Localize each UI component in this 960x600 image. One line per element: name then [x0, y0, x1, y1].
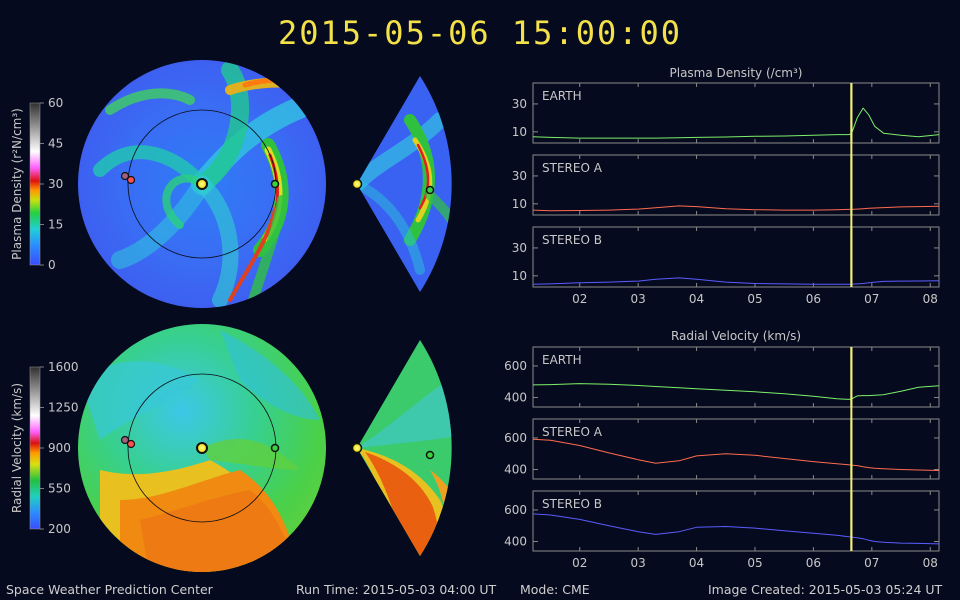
y-tick-label: 10: [512, 125, 527, 139]
panel-stereo-b: 400 600 STEREO B: [504, 490, 940, 552]
wedge-sun-marker: [351, 178, 363, 190]
chart-title: Radial Velocity (km/s): [671, 329, 801, 343]
earth-marker: [270, 179, 280, 189]
density-colorbar-tick-label: 15: [48, 218, 63, 232]
series-line-stereo-b: [532, 277, 940, 285]
x-tick-label: 07: [864, 556, 879, 570]
series-line-stereo-a: [532, 205, 940, 212]
x-tick-label: 02: [572, 292, 587, 306]
series-line-earth: [532, 383, 940, 400]
velocity-colorbar: Radial Velocity (km/s) 1600 1250 900 550 200: [10, 360, 79, 536]
density-colorbar-tick-label: 0: [48, 258, 56, 272]
panel-stereo-b: 10 30 STEREO B: [512, 226, 940, 288]
panel-frame: [532, 226, 940, 288]
y-tick-label: 400: [504, 463, 527, 477]
density-colorbar-label: Plasma Density (r²N/cm³): [10, 108, 24, 260]
y-tick-label: 10: [512, 197, 527, 211]
series-line-stereo-a: [532, 438, 940, 471]
velocity-colorbar-tick-label: 1600: [48, 360, 79, 374]
density-wedge-bg: [357, 76, 452, 292]
velocity-wedge: [351, 340, 452, 556]
series-line-earth: [532, 107, 940, 139]
y-tick-label: 10: [512, 269, 527, 283]
velocity-colorbar-tick-label: 900: [48, 441, 71, 455]
panel-frame: [532, 418, 940, 480]
panel-label: STEREO B: [542, 497, 602, 511]
timestamp-title: 2015-05-06 15:00:00: [277, 14, 683, 52]
panel-earth: 400 600 EARTH: [504, 346, 940, 408]
density-colorbar-tick-label: 45: [48, 137, 63, 151]
velocity-regions: [80, 330, 320, 572]
density-colorbar: Plasma Density (r²N/cm³) 60 45 30 15 0: [10, 96, 63, 272]
footer-mode: Mode: CME: [520, 582, 590, 597]
density-map: [78, 60, 326, 308]
density-colorbar-tick-label: 60: [48, 96, 63, 110]
x-tick-label: 04: [689, 292, 704, 306]
velocity-stereo-b-marker: [120, 435, 130, 445]
panel-label: STEREO B: [542, 233, 602, 247]
series-line-stereo-b: [532, 513, 940, 545]
y-tick-label: 600: [504, 503, 527, 517]
panel-label: EARTH: [542, 89, 582, 103]
density-wedge: [351, 76, 452, 292]
sun-marker: [196, 178, 208, 190]
time-series-charts: Plasma Density (/cm³) 10 30 EARTH 10 30 STEREO…: [504, 66, 940, 570]
y-tick-label: 30: [512, 241, 527, 255]
footer-organization: Space Weather Prediction Center: [6, 582, 213, 597]
panel-frame: [532, 154, 940, 216]
velocity-earth-marker: [270, 443, 280, 453]
velocity-stereo-a-marker: [126, 439, 136, 449]
velocity-map: [78, 324, 326, 572]
x-tick-label: 03: [631, 292, 646, 306]
x-tick-label: 04: [689, 556, 704, 570]
panel-label: STEREO A: [542, 161, 603, 175]
footer-run-time: Run Time: 2015-05-03 04:00 UT: [296, 582, 497, 597]
panel-stereo-a: 10 30 STEREO A: [512, 154, 940, 216]
y-tick-label: 600: [504, 359, 527, 373]
y-tick-label: 400: [504, 535, 527, 549]
stereo-b-marker: [120, 171, 130, 181]
x-tick-label: 07: [864, 292, 879, 306]
velocity-wedge-sun-marker: [351, 442, 363, 454]
panel-frame: [532, 346, 940, 408]
density-colorbar-gradient: [29, 102, 41, 266]
velocity-wedge-earth-marker: [425, 450, 435, 460]
x-tick-label: 08: [923, 556, 938, 570]
panel-earth: 10 30 EARTH: [512, 82, 940, 144]
chart-title: Plasma Density (/cm³): [670, 66, 803, 80]
velocity-colorbar-tick-label: 1250: [48, 401, 79, 415]
x-tick-label: 05: [747, 292, 762, 306]
density-colorbar-tick-label: 30: [48, 177, 63, 191]
footer-image-created: Image Created: 2015-05-03 05:24 UT: [708, 582, 943, 597]
velocity-colorbar-gradient: [29, 366, 41, 530]
x-tick-label: 08: [923, 292, 938, 306]
y-tick-label: 30: [512, 97, 527, 111]
y-tick-label: 400: [504, 391, 527, 405]
velocity-colorbar-tick-label: 550: [48, 482, 71, 496]
wedge-earth-marker: [425, 185, 435, 195]
velocity-colorbar-tick-label: 200: [48, 522, 71, 536]
x-tick-label: 06: [806, 292, 821, 306]
x-tick-label: 03: [631, 556, 646, 570]
stereo-a-marker: [126, 175, 136, 185]
velocity-sun-marker: [196, 442, 208, 454]
y-tick-label: 600: [504, 431, 527, 445]
x-tick-label: 06: [806, 556, 821, 570]
panel-stereo-a: 400 600 STEREO A: [504, 418, 940, 480]
panel-label: STEREO A: [542, 425, 603, 439]
x-tick-label: 05: [747, 556, 762, 570]
panel-frame: [532, 82, 940, 144]
y-tick-label: 30: [512, 169, 527, 183]
panel-label: EARTH: [542, 353, 582, 367]
x-tick-label: 02: [572, 556, 587, 570]
velocity-colorbar-label: Radial Velocity (km/s): [10, 383, 24, 513]
